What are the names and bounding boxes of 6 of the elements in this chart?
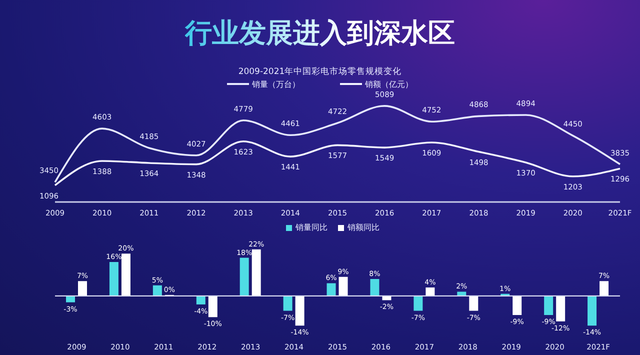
legend-label: 销量同比 (296, 223, 328, 232)
legend-label: 销额（亿元） (365, 78, 413, 90)
legend-label: 销额同比 (348, 223, 380, 232)
chart-title: 行业发展进入到深水区 (185, 12, 455, 56)
chart-subtitle: 2009-2021年中国彩电市场零售规模变化 (237, 66, 403, 78)
legend-label: 销量（万台） (252, 78, 300, 90)
